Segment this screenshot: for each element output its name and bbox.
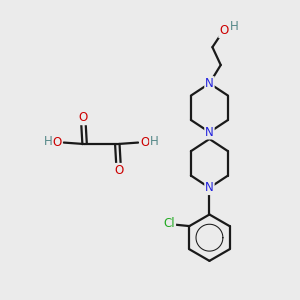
- Text: H: H: [150, 135, 158, 148]
- Text: O: O: [140, 136, 149, 149]
- Text: Cl: Cl: [164, 217, 175, 230]
- Text: O: O: [114, 164, 123, 177]
- Text: O: O: [219, 24, 228, 37]
- Text: N: N: [205, 181, 214, 194]
- Text: N: N: [205, 77, 214, 90]
- Text: O: O: [79, 111, 88, 124]
- Text: O: O: [52, 136, 62, 149]
- Text: H: H: [230, 20, 239, 33]
- Text: H: H: [44, 135, 52, 148]
- Text: N: N: [205, 126, 214, 139]
